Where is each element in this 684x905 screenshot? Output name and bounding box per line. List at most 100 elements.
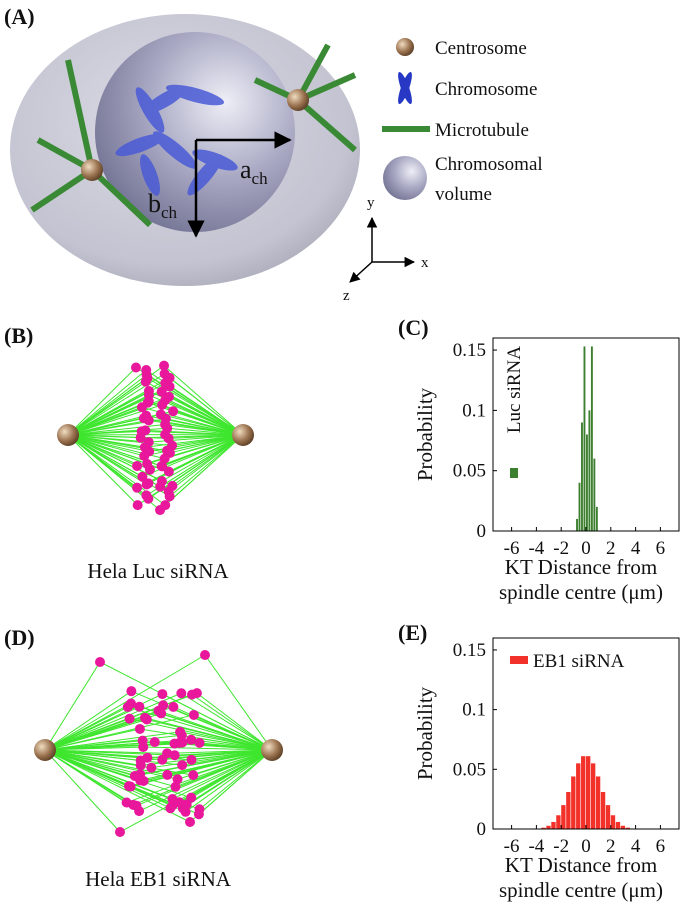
- kinetochore: [165, 491, 175, 501]
- kinetochore: [177, 730, 187, 740]
- x-axis-label: spindle centre (μm): [499, 878, 663, 902]
- y-tick-label: 0.05: [453, 461, 486, 482]
- kinetochore: [164, 467, 174, 477]
- kinetochore: [142, 714, 152, 724]
- kinetochore: [134, 702, 144, 712]
- kinetochore: [165, 803, 175, 813]
- bar: [579, 483, 581, 531]
- kinetochore: [133, 500, 143, 510]
- kinetochore: [138, 742, 148, 752]
- kinetochore: [185, 817, 195, 827]
- bar: [581, 422, 583, 531]
- kinetochore: [162, 770, 172, 780]
- bar: [591, 346, 593, 531]
- kinetochore: [157, 400, 167, 410]
- kinetochore: [157, 689, 167, 699]
- bar: [576, 519, 578, 531]
- kinetochore: [187, 755, 197, 765]
- microtubule: [45, 691, 131, 750]
- kinetochore: [150, 737, 160, 747]
- centrosome: [232, 424, 254, 446]
- centrosome: [287, 89, 309, 111]
- kinetochore: [146, 763, 156, 773]
- bar: [596, 776, 600, 829]
- legend-icon: [396, 38, 414, 56]
- bar: [551, 822, 555, 829]
- caption: Hela Luc siRNA: [87, 559, 229, 583]
- kinetochore: [132, 461, 142, 471]
- kinetochore: [95, 657, 105, 667]
- b-main: b: [148, 189, 161, 218]
- kinetochore: [144, 415, 154, 425]
- kinetochore: [195, 738, 205, 748]
- kinetochore: [188, 770, 198, 780]
- legend-text: Chromosome: [435, 79, 537, 100]
- kinetochore: [126, 782, 136, 792]
- kinetochore: [136, 760, 146, 770]
- kinetochore: [135, 724, 145, 734]
- kinetochore: [142, 753, 152, 763]
- legend-icon: [383, 156, 427, 200]
- bar: [606, 805, 610, 829]
- x-axis-label: spindle centre (μm): [499, 580, 663, 604]
- kinetochore: [131, 801, 141, 811]
- kinetochore: [145, 465, 155, 475]
- page: (A) (B) (C) (D) (E) ach bch: [0, 0, 684, 905]
- axis-name: x: [421, 255, 429, 271]
- panel-label: (C): [398, 315, 429, 340]
- a-main: a: [240, 155, 252, 184]
- legend-text: Centrosome: [435, 38, 527, 59]
- bar: [566, 792, 570, 829]
- x-axis-label: KT Distance from: [505, 853, 657, 877]
- kinetochore: [132, 483, 142, 493]
- kinetochore: [142, 479, 152, 489]
- kinetochore: [174, 797, 184, 807]
- legend-text: volume: [435, 184, 492, 205]
- y-tick-label: 0.1: [462, 400, 486, 421]
- figure: (A) (B) (C) (D) (E) ach bch: [0, 0, 684, 905]
- bar: [556, 815, 560, 829]
- kinetochore: [168, 406, 178, 416]
- bar: [591, 763, 595, 829]
- bar: [616, 822, 620, 829]
- kinetochore: [171, 782, 181, 792]
- kinetochore: [143, 494, 153, 504]
- y-tick-label: 0.15: [453, 640, 486, 661]
- cell-diagram: ach bch Centrosome Chromosome Microtubul…: [10, 14, 543, 304]
- y-tick-label: 0: [477, 819, 487, 840]
- kinetochore: [131, 363, 141, 373]
- bar: [611, 815, 615, 829]
- legend-swatch: [510, 468, 518, 478]
- kinetochore: [141, 377, 151, 387]
- axis-arrow: [350, 262, 372, 282]
- kinetochore: [176, 688, 186, 698]
- panel-label: (D): [4, 625, 35, 650]
- b-sub: ch: [161, 203, 178, 222]
- axis-name: z: [343, 288, 350, 304]
- charts: 00.050.10.15-6-4-20246KT Distance fromsp…: [413, 338, 679, 902]
- legend-label: Luc siRNA: [504, 346, 525, 433]
- bar: [584, 346, 586, 531]
- x-axis-label: KT Distance from: [505, 555, 657, 579]
- legend-swatch: [510, 656, 528, 664]
- bar: [593, 459, 595, 531]
- kinetochore: [194, 809, 204, 819]
- panel-label: (E): [398, 620, 427, 645]
- bar: [586, 435, 588, 532]
- y-tick-label: 0: [477, 521, 487, 542]
- kinetochore: [158, 700, 168, 710]
- y-tick-label: 0.15: [453, 340, 486, 361]
- bar: [588, 410, 590, 531]
- bar: [596, 507, 598, 531]
- kinetochore: [200, 650, 210, 660]
- kinetochore: [115, 827, 125, 837]
- y-axis-label: Probability: [413, 686, 437, 780]
- microtubule: [169, 435, 243, 491]
- kinetochore: [155, 505, 165, 515]
- centrosome: [81, 159, 103, 181]
- legend-icon: [395, 71, 414, 106]
- spindles: [34, 361, 283, 837]
- axis-name: y: [367, 195, 375, 211]
- kinetochore: [181, 807, 191, 817]
- y-tick-label: 0.1: [462, 700, 486, 721]
